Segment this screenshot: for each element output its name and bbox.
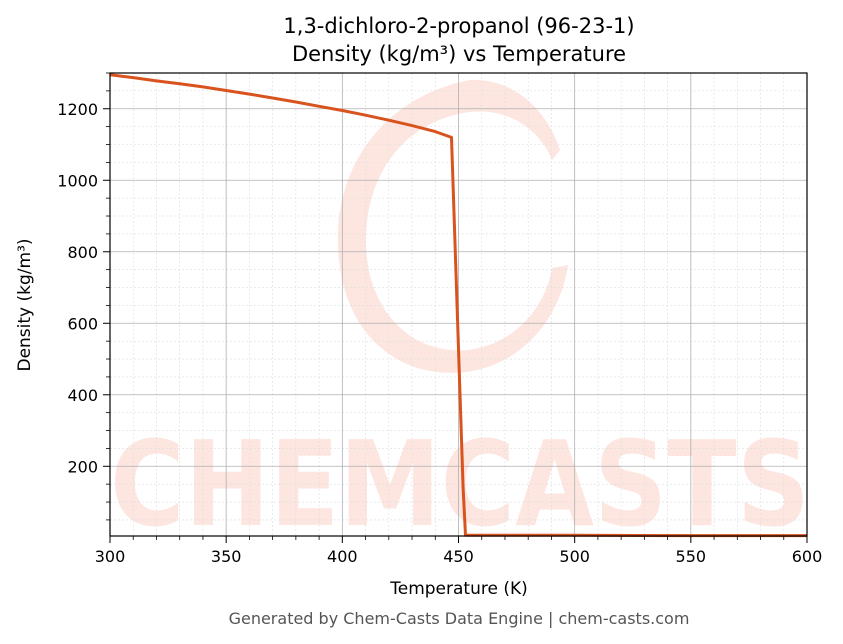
y-axis-label: Density (kg/m³): [15, 238, 35, 371]
watermark-swirl: [337, 79, 568, 373]
y-tick-label: 800: [67, 243, 98, 262]
y-axis-ticks: 200 400 600 800 1000 1200: [57, 72, 110, 521]
y-tick-label: 1200: [57, 100, 98, 119]
y-tick-label: 1000: [57, 171, 98, 190]
y-tick-label: 600: [67, 314, 98, 333]
chart-subtitle: Density (kg/m³) vs Temperature: [292, 42, 626, 66]
y-tick-label: 200: [67, 457, 98, 476]
x-tick-label: 300: [95, 547, 126, 566]
x-axis-label: Temperature (K): [389, 579, 528, 599]
x-tick-label: 350: [211, 547, 242, 566]
x-tick-label: 400: [327, 547, 358, 566]
chemcasts-watermark: CHEMCASTS: [110, 79, 810, 553]
x-tick-label: 500: [559, 547, 590, 566]
x-tick-label: 450: [443, 547, 474, 566]
x-tick-label: 550: [676, 547, 707, 566]
y-tick-label: 400: [67, 386, 98, 405]
footer-credit: Generated by Chem-Casts Data Engine | ch…: [229, 609, 690, 628]
density-series-line: [109, 73, 807, 538]
chart-title: 1,3-dichloro-2-propanol (96-23-1): [283, 14, 634, 38]
x-tick-label: 600: [792, 547, 823, 566]
x-axis-ticks: 300 350 400 450 500 550 600: [95, 536, 823, 566]
